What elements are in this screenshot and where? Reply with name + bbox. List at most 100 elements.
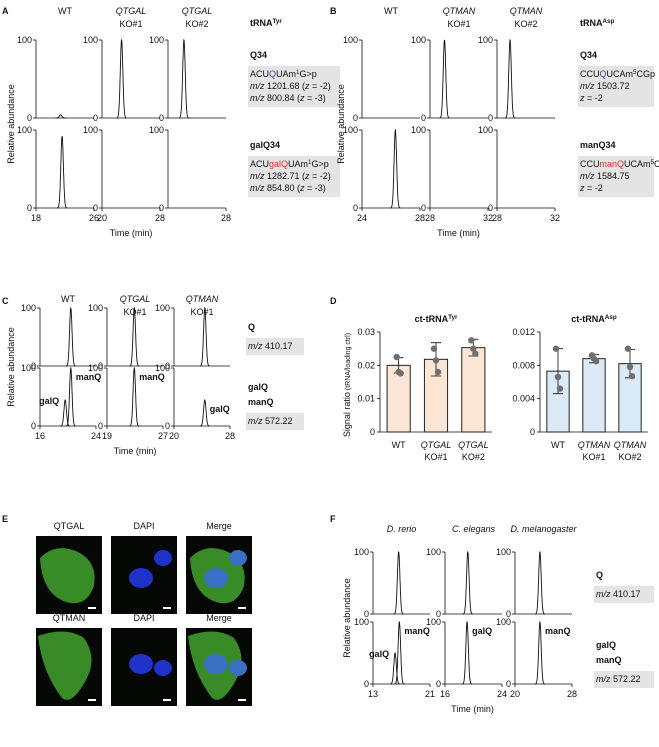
y-axis-label: Relative abundance xyxy=(342,578,352,658)
y-tick-label: 100 xyxy=(343,125,358,135)
panel-label: A xyxy=(2,6,9,16)
text-part: CGp xyxy=(637,69,656,79)
data-point xyxy=(397,370,404,377)
axis xyxy=(361,130,420,209)
axis xyxy=(444,552,502,615)
chromatogram-peak xyxy=(65,366,76,427)
column-header: QTMAN xyxy=(443,6,476,16)
y-tick-label: 0 xyxy=(364,609,369,619)
text-part: z xyxy=(304,81,310,91)
x-tick-label: 28 xyxy=(425,213,435,223)
text-part: Q xyxy=(269,69,276,79)
column-header: D. rerio xyxy=(387,524,417,534)
y-axis-label-main: Signal ratio xyxy=(342,392,352,437)
info-box xyxy=(248,66,340,107)
text-part: z xyxy=(299,183,305,193)
text-part: m/z xyxy=(250,93,265,103)
text-part: UCAm xyxy=(624,159,651,169)
x-axis-label: Time (min) xyxy=(437,228,480,238)
image-label: Merge xyxy=(206,521,232,531)
info-line: m/z 410.17 xyxy=(596,589,641,599)
nucleus-stain xyxy=(204,654,228,674)
y-tick-label: 100 xyxy=(478,125,493,135)
x-tick-label: 26 xyxy=(89,213,99,223)
x-tick-label: 19 xyxy=(102,431,112,441)
text-part: CCU xyxy=(580,69,600,79)
category-sublabel: KO#1 xyxy=(424,452,447,462)
y-tick-label: 0 xyxy=(421,113,426,123)
x-axis-label: Time (min) xyxy=(451,704,494,714)
chromatogram-peak xyxy=(55,114,66,119)
x-tick-label: 27 xyxy=(158,431,168,441)
axis xyxy=(496,130,555,209)
y-tick-label: 0 xyxy=(530,427,535,437)
info-line: m/z 572.22 xyxy=(248,416,293,426)
chromatogram-peak xyxy=(129,366,140,427)
y-axis-label: Relative abundance xyxy=(336,84,346,164)
text-part: 5 xyxy=(633,69,637,76)
y-tick-label: 0 xyxy=(436,679,441,689)
text-part: m/z xyxy=(250,171,265,181)
row-name: Q34 xyxy=(250,50,267,60)
x-tick-label: 20 xyxy=(510,689,520,699)
nucleus-stain xyxy=(154,550,172,566)
row-name: manQ34 xyxy=(580,140,616,150)
data-point xyxy=(430,345,438,352)
peak-label: galQ xyxy=(369,649,389,659)
info-line: ACUgalQUAm1G>p xyxy=(250,159,329,170)
text-part: m/z xyxy=(250,81,265,91)
row-name: manQ xyxy=(248,397,274,407)
text-part: 1 xyxy=(308,159,312,166)
y-tick-label: 100 xyxy=(149,125,164,135)
text-part: G>p xyxy=(312,159,329,169)
column-subheader: KO#2 xyxy=(514,19,537,29)
y-tick-label: 0 xyxy=(421,203,426,213)
x-tick-label: 16 xyxy=(440,689,450,699)
column-header: WT xyxy=(384,6,398,16)
y-tick-label: 0 xyxy=(353,113,358,123)
info-line: z = -2 xyxy=(579,183,603,193)
y-tick-label: 100 xyxy=(149,35,164,45)
axis xyxy=(167,40,226,119)
info-line: m/z 1584.75 xyxy=(580,171,630,181)
text-part: = -3) xyxy=(305,93,326,103)
info-line: m/z 1201.68 (z = -2) xyxy=(250,81,331,91)
text-part: z xyxy=(299,93,305,103)
chromatogram-peak xyxy=(199,306,210,367)
y-tick-label: 0 xyxy=(436,609,441,619)
x-tick-label: 20 xyxy=(97,213,107,223)
chromatogram-peak xyxy=(56,136,68,209)
column-header: WT xyxy=(61,294,75,304)
chromatogram-peak xyxy=(390,651,401,685)
x-tick-label: 16 xyxy=(35,431,45,441)
chromatogram-peak xyxy=(439,39,450,119)
text-part: 1201.68 ( xyxy=(265,81,306,91)
row-name: Q xyxy=(596,570,603,580)
data-point xyxy=(393,353,400,361)
data-point xyxy=(624,345,632,352)
text-part: UAm xyxy=(288,159,308,169)
y-axis-label-sub: (tRNA/loading ctrl) xyxy=(345,333,352,392)
column-subheader: KO#1 xyxy=(190,307,213,317)
text-part: G>p xyxy=(300,69,317,79)
y-tick-label: 0 xyxy=(364,679,369,689)
data-point xyxy=(628,372,636,380)
y-tick-label: 100 xyxy=(88,363,103,373)
y-tick-label: 0 xyxy=(506,679,511,689)
chromatogram-peak xyxy=(116,38,127,119)
chart-title: ct-tRNAAsp xyxy=(571,314,617,325)
axis xyxy=(101,130,160,209)
cell-stain xyxy=(38,631,92,700)
nucleus-stain xyxy=(154,660,172,676)
y-tick-label: 0 xyxy=(165,421,170,431)
text-part: galQ xyxy=(269,159,288,169)
chart-title: ct-tRNATyr xyxy=(415,314,458,325)
y-tick-label: 0 xyxy=(27,113,32,123)
y-tick-label: 100 xyxy=(17,125,32,135)
text-part: 854.80 ( xyxy=(265,183,301,193)
y-tick-label: 0 xyxy=(93,113,98,123)
text-part: m/z xyxy=(596,589,611,599)
text-part: m/z xyxy=(580,171,595,181)
y-tick-label: 100 xyxy=(496,617,511,627)
